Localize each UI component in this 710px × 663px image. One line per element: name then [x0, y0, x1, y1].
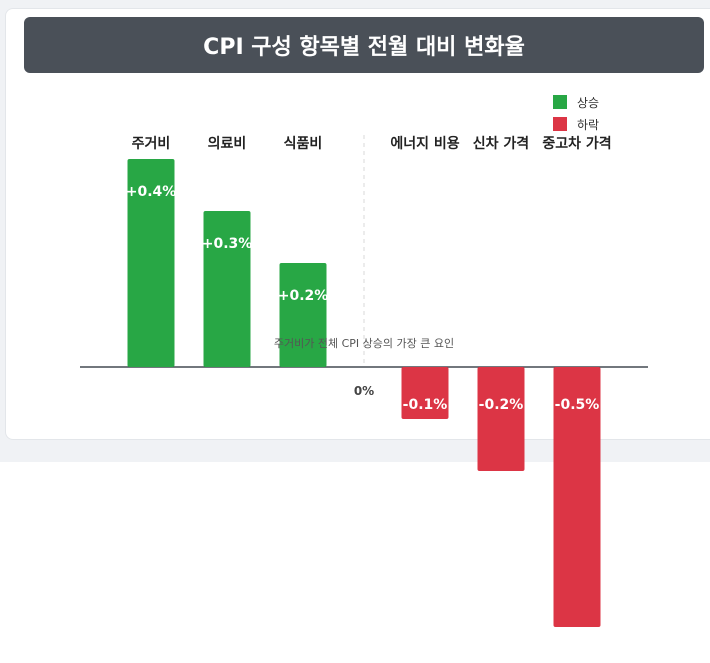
bars-group: +0.4% 주거비 +0.3% 의료비 +0.2% 식품비 -0.1% 에너지 비용 -0.2%… [126, 135, 612, 627]
zero-label: 0% [354, 384, 374, 398]
bar-5 [477, 367, 525, 471]
legend-swatch-down [553, 117, 567, 131]
bar-4 [401, 367, 449, 419]
chart-title-text: CPI 구성 항목별 전월 대비 변화율 [203, 35, 525, 60]
category-label-2: 의료비 [208, 135, 247, 152]
value-label-1: +0.4% [126, 184, 177, 200]
category-label-5: 신차 가격 [473, 135, 529, 152]
value-label-3: +0.2% [278, 288, 329, 304]
value-label-6: -0.5% [555, 397, 600, 413]
legend-label-down: 하락 [577, 117, 600, 132]
bar-1 [127, 159, 175, 367]
category-label-1: 주거비 [132, 136, 171, 152]
legend-item-up: 상승 [553, 91, 599, 113]
category-label-4: 에너지 비용 [390, 136, 459, 152]
bar-3 [279, 263, 327, 367]
bar-2 [203, 211, 251, 367]
value-label-2: +0.3% [202, 236, 253, 252]
chart-title: CPI 구성 항목별 전월 대비 변화율 [24, 17, 704, 73]
annotation: 주거비가 전체 CPI 상승의 가장 큰 요인 [274, 337, 454, 350]
category-label-3: 식품비 [284, 136, 323, 152]
value-label-5: -0.2% [479, 397, 524, 413]
legend-swatch-up [553, 95, 567, 109]
legend: 상승 하락 [553, 91, 599, 135]
category-label-6: 중고차 가격 [542, 135, 611, 152]
legend-item-down: 하락 [553, 113, 599, 135]
value-label-4: -0.1% [403, 397, 448, 413]
bar-6 [553, 367, 601, 627]
legend-label-up: 상승 [577, 95, 600, 110]
